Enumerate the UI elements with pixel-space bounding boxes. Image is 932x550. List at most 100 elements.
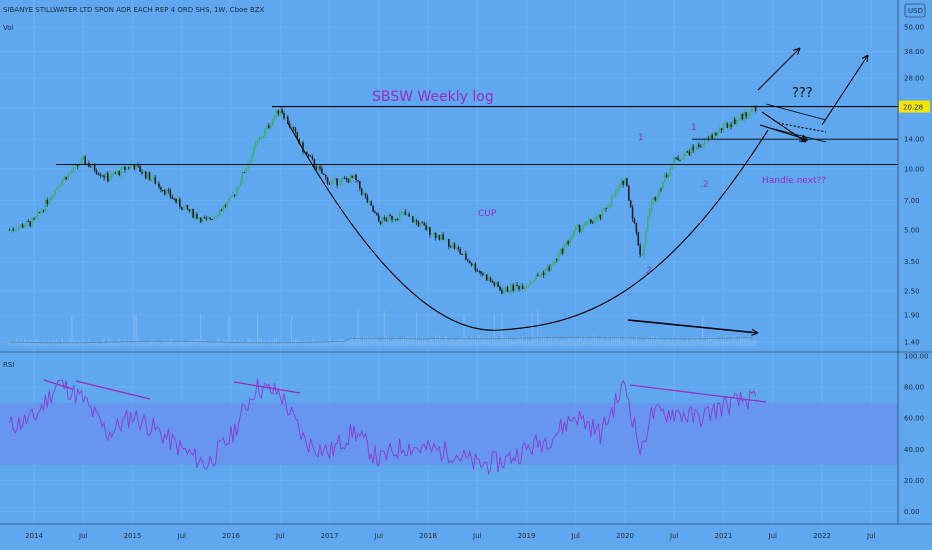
candle-body <box>154 177 157 184</box>
rsi-series <box>8 378 757 476</box>
candle-body <box>590 219 592 223</box>
candle-body <box>42 210 45 212</box>
candle-body <box>328 184 331 186</box>
candle-body <box>694 149 696 151</box>
candle-body <box>298 138 300 144</box>
volume-bar <box>438 335 440 346</box>
volume-bar <box>686 336 689 346</box>
candle-body <box>197 217 200 219</box>
candle-body <box>734 119 736 125</box>
candle-body <box>364 193 367 197</box>
price-axis[interactable]: 50.0038.0028.0020.0014.0010.007.005.003.… <box>904 24 924 347</box>
candle-body <box>199 217 202 223</box>
volume-bar <box>158 342 160 346</box>
volume-bar <box>624 336 626 346</box>
volume-bar <box>173 343 175 346</box>
candle-body <box>196 214 198 219</box>
volume-bar <box>671 336 673 346</box>
rsi-axis[interactable]: 100.00 80.00 60.00 40.00 20.00 0.00 <box>904 353 929 517</box>
candle-body <box>658 189 660 197</box>
candle-body <box>80 159 83 165</box>
volume-bar <box>419 340 422 346</box>
volume-bar <box>594 335 596 346</box>
candle-body <box>599 214 602 219</box>
volume-arrow <box>627 319 759 334</box>
candle-body <box>554 258 556 264</box>
volume-bar <box>357 310 359 346</box>
volume-bar <box>673 340 675 346</box>
volume-bar <box>188 339 190 346</box>
candle-body <box>237 186 240 188</box>
candle-body <box>266 125 268 130</box>
currency-button[interactable]: USD <box>904 3 926 18</box>
candle-body <box>203 217 206 219</box>
candle-body <box>747 115 749 117</box>
volume-bar <box>747 335 749 346</box>
volume-bar <box>94 342 96 346</box>
volume-bar <box>273 338 276 346</box>
volume-bar <box>550 336 552 346</box>
candle-body <box>192 208 194 218</box>
volume-bar <box>397 337 399 346</box>
volume-bar <box>169 338 171 346</box>
vol-label: Vol <box>3 24 14 32</box>
volume-bar <box>656 336 658 346</box>
volume-bar <box>120 341 122 346</box>
volume-bar <box>92 343 94 346</box>
candle-body <box>662 182 664 190</box>
volume-bar <box>554 338 556 346</box>
volume-bar <box>266 341 268 346</box>
volume-bar <box>745 337 747 346</box>
candle-body <box>692 146 694 151</box>
volume-bar <box>160 343 162 346</box>
volume-bar <box>345 341 348 346</box>
candle-body <box>241 171 244 182</box>
time-axis[interactable]: 2014 Jul 2015 Jul 2016 Jul 2017 Jul 2018 Jul 2019 J… <box>25 532 875 540</box>
candle-body <box>131 164 134 166</box>
volume-bar <box>522 336 524 346</box>
volume-bar <box>372 336 374 346</box>
candle-body <box>709 135 712 139</box>
candle-body <box>718 128 721 131</box>
volume-bar <box>42 341 45 346</box>
volume-bar <box>524 340 526 346</box>
volume-bar <box>366 335 368 346</box>
volume-bar <box>662 339 664 346</box>
volume-bar <box>497 338 499 346</box>
candle-body <box>533 280 535 283</box>
volume-bar <box>190 340 192 346</box>
candle-body <box>408 214 410 217</box>
volume-bar <box>633 339 636 346</box>
volume-bar <box>220 343 223 346</box>
volume-bar <box>101 339 103 346</box>
candle-body <box>645 230 647 246</box>
candle-body <box>86 163 88 165</box>
candle-body <box>389 215 391 216</box>
volume-bar <box>442 340 444 346</box>
volume-bar <box>33 342 35 346</box>
volume-bar <box>334 340 336 346</box>
candle-body <box>262 135 265 139</box>
candle-body <box>101 175 103 177</box>
candle-body <box>671 163 674 170</box>
volume-bar <box>39 341 41 346</box>
volume-bar <box>61 338 64 346</box>
candle-body <box>245 168 247 173</box>
volume-bar <box>541 335 543 346</box>
volume-bar <box>391 340 393 346</box>
candle-body <box>556 258 558 261</box>
volume-bar <box>376 338 378 346</box>
candle-body <box>71 170 73 173</box>
volume-bar <box>455 340 458 346</box>
candle-body <box>258 138 261 142</box>
candle-body <box>97 173 100 175</box>
candle-body <box>406 214 408 215</box>
volume-bar <box>552 340 554 346</box>
rsi-label: RSI <box>3 361 14 369</box>
volume-bar <box>131 340 134 346</box>
volume-bar <box>154 340 156 346</box>
price-tick-label: 2.50 <box>904 287 920 295</box>
last-price-tag: 20.28 <box>899 100 930 113</box>
candle-body <box>321 168 323 174</box>
volume-bar <box>423 339 425 346</box>
